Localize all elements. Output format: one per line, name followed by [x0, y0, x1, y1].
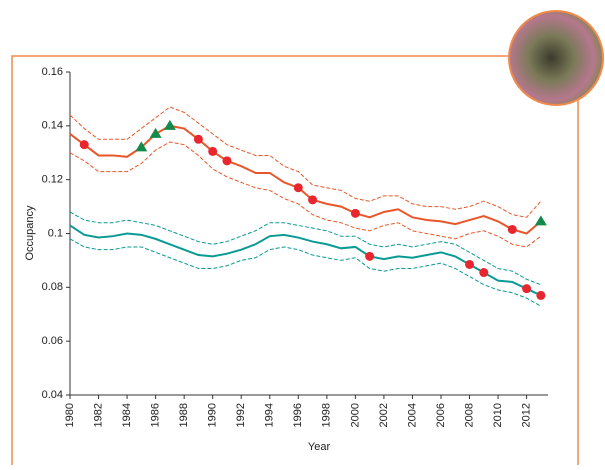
y-tick-label: 0.1 — [48, 227, 63, 239]
confidence-line — [69, 106, 542, 218]
confidence-line — [69, 141, 542, 248]
x-tick-label: 1998 — [321, 403, 333, 427]
point-marker — [193, 134, 203, 144]
confidence-line — [69, 211, 542, 286]
y-tick-label: 0.04 — [42, 389, 63, 401]
x-tick-label: 2012 — [521, 403, 533, 427]
point-marker — [479, 268, 489, 278]
point-marker — [465, 259, 475, 269]
x-tick-label: 1994 — [264, 403, 276, 427]
y-tick-label: 0.16 — [42, 66, 63, 78]
frame — [11, 55, 579, 470]
x-tick-label: 2004 — [406, 403, 418, 427]
point-marker — [536, 290, 546, 300]
x-tick-label: 1980 — [64, 403, 76, 427]
point-marker — [308, 195, 318, 205]
point-marker — [522, 284, 532, 294]
bee-photo — [508, 10, 604, 106]
point-marker — [350, 208, 360, 218]
triangle-marker — [534, 215, 547, 226]
triangle-marker — [163, 119, 176, 130]
x-tick-label: 2006 — [435, 403, 447, 427]
x-tick-label: 2002 — [378, 403, 390, 427]
y-tick-label: 0.12 — [42, 174, 63, 186]
series-line — [69, 224, 542, 297]
point-marker — [507, 224, 517, 234]
confidence-line — [69, 238, 542, 307]
triangle-marker — [135, 141, 148, 152]
x-tick-label: 1986 — [150, 403, 162, 427]
y-tick-label: 0.06 — [42, 335, 63, 347]
x-tick-label: 1984 — [121, 403, 133, 427]
point-marker — [365, 251, 375, 261]
series-line — [69, 124, 542, 235]
y-tick-label: 0.14 — [42, 120, 63, 132]
x-tick-label: 1992 — [235, 403, 247, 427]
x-tick-label: 2010 — [492, 403, 504, 427]
x-tick-label: 1988 — [178, 403, 190, 427]
x-axis-label: Year — [308, 441, 331, 453]
point-marker — [222, 156, 232, 166]
triangle-marker — [149, 127, 162, 138]
x-tick-label: 1996 — [292, 403, 304, 427]
y-axis-label: Occupancy — [24, 205, 36, 261]
point-marker — [293, 183, 303, 193]
x-tick-label: 2000 — [349, 403, 361, 427]
x-tick-label: 1982 — [92, 403, 104, 427]
x-tick-label: 1990 — [207, 403, 219, 427]
y-tick-label: 0.08 — [42, 281, 63, 293]
point-marker — [208, 146, 218, 156]
point-marker — [79, 140, 89, 150]
x-tick-label: 2008 — [463, 403, 475, 427]
